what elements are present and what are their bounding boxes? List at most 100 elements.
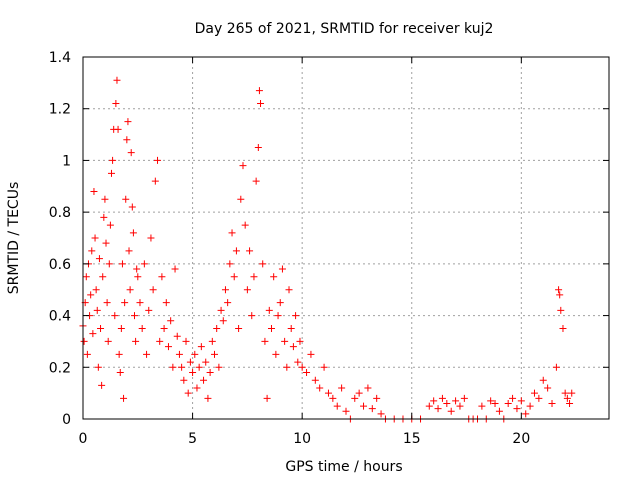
data-point [561, 389, 569, 397]
data-point [164, 343, 172, 351]
data-point [263, 394, 271, 402]
data-point [557, 306, 565, 314]
chart-title: Day 265 of 2021, SRMTID for receiver kuj… [195, 21, 494, 37]
data-point [151, 177, 159, 185]
data-point [296, 337, 304, 345]
data-point [329, 394, 337, 402]
data-point [224, 299, 232, 307]
data-point [121, 299, 129, 307]
data-point [456, 402, 464, 410]
data-point [452, 397, 460, 405]
data-point [513, 405, 521, 413]
data-point [316, 384, 324, 392]
data-point [143, 350, 151, 358]
data-point [495, 407, 503, 415]
data-point [373, 394, 381, 402]
data-point [117, 325, 125, 332]
data-point [120, 394, 128, 402]
data-point [102, 239, 110, 247]
data-point [189, 368, 197, 376]
data-point [83, 350, 91, 358]
data-point [255, 87, 263, 95]
data-point [289, 343, 297, 351]
data-point [113, 76, 121, 84]
data-point [124, 118, 132, 126]
x-tick-label: 10 [293, 431, 311, 447]
data-point [342, 407, 350, 415]
points-layer [79, 76, 576, 423]
data-point [186, 358, 194, 366]
data-point [460, 394, 468, 402]
data-point [517, 397, 525, 405]
data-point [259, 260, 267, 268]
data-point [115, 350, 123, 358]
data-point [129, 229, 137, 237]
data-point [112, 100, 120, 108]
data-point [95, 255, 103, 263]
data-point [154, 156, 162, 164]
data-point [241, 221, 249, 229]
data-point [133, 265, 141, 273]
data-point [563, 394, 571, 402]
data-point [232, 247, 240, 255]
data-point [118, 260, 126, 268]
data-point [443, 399, 451, 407]
data-point [125, 247, 133, 255]
y-tick-label: 1 [62, 153, 71, 169]
data-point [191, 350, 199, 358]
y-tick-label: 1.2 [49, 102, 71, 118]
data-point [208, 337, 216, 345]
data-point [128, 203, 136, 211]
data-point [178, 363, 186, 371]
data-point [134, 273, 142, 281]
data-point [548, 399, 556, 407]
data-point [104, 337, 112, 345]
data-point [530, 389, 538, 397]
data-point [298, 363, 306, 371]
data-point [250, 273, 258, 281]
y-axis-label: SRMTID / TECUs [6, 182, 22, 295]
data-point [276, 299, 284, 307]
data-point [206, 368, 214, 376]
data-point [114, 125, 122, 133]
y-tick-label: 0.8 [49, 205, 71, 221]
y-tick-label: 0 [62, 412, 71, 428]
data-point [281, 337, 289, 345]
data-point [566, 399, 574, 407]
data-point [283, 363, 291, 371]
data-point [239, 162, 247, 170]
data-point [91, 234, 99, 242]
data-point [237, 195, 245, 203]
data-point [568, 389, 576, 397]
data-point [94, 363, 102, 371]
data-point [132, 337, 140, 345]
data-point [447, 407, 455, 415]
data-point [106, 221, 114, 229]
y-tick-label: 0.4 [49, 309, 71, 325]
data-point [307, 350, 315, 358]
data-point [98, 381, 106, 389]
data-point [160, 325, 168, 332]
data-point [126, 286, 134, 294]
data-point [193, 384, 201, 392]
data-point [552, 363, 560, 371]
data-point [272, 350, 280, 358]
data-point [526, 402, 534, 410]
data-point [175, 350, 183, 358]
data-point [544, 384, 552, 392]
data-point [219, 317, 227, 325]
data-point [311, 376, 319, 384]
data-point [101, 195, 109, 203]
x-axis-label: GPS time / hours [285, 459, 402, 475]
data-point [200, 376, 208, 384]
data-point [103, 299, 111, 307]
x-tick-label: 0 [79, 431, 88, 447]
data-point [97, 325, 105, 332]
data-point [246, 247, 254, 255]
data-point [338, 384, 346, 392]
data-point [504, 399, 512, 407]
data-point [116, 368, 124, 376]
data-point [145, 306, 153, 314]
data-point [82, 273, 90, 281]
data-point [217, 306, 225, 314]
